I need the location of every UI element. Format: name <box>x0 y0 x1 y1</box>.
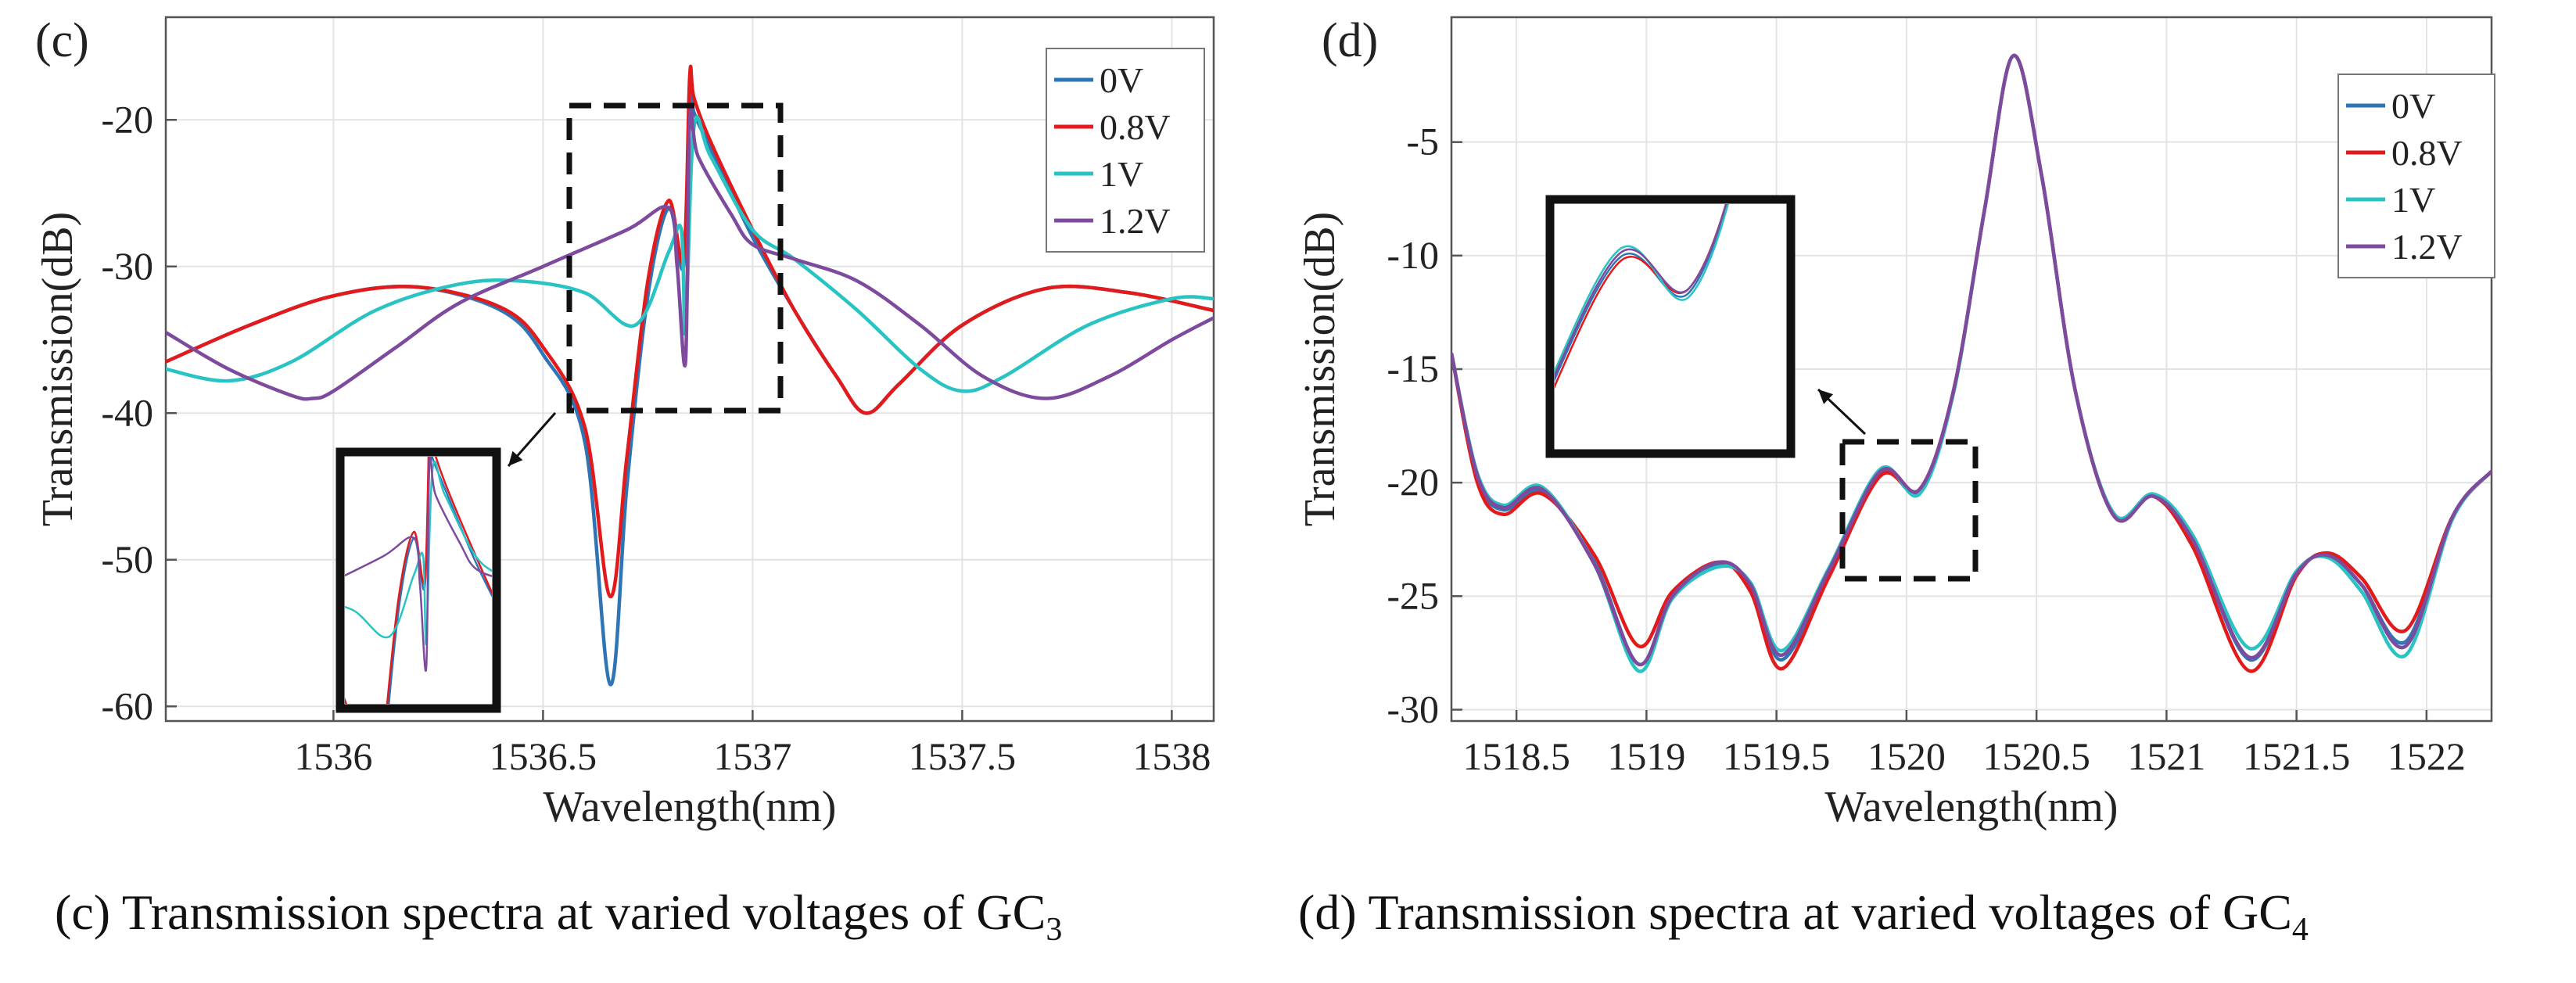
x-tick-label: 1519.5 <box>1723 734 1831 778</box>
legend: 0V 0.8V 1V 1.2V <box>2337 74 2495 278</box>
series-group <box>166 65 1214 687</box>
x-tick-label: 1521 <box>2127 734 2205 778</box>
zoom-arrow-head <box>1818 389 1834 404</box>
caption-d-text: (d) Transmission spectra at varied volta… <box>1298 884 2292 940</box>
legend-label: 0.8V <box>2391 133 2463 173</box>
x-axis-title: Wavelength(nm) <box>1825 783 2119 831</box>
x-tick-label: 1537.5 <box>909 734 1017 778</box>
legend-label: 0V <box>1100 60 1143 100</box>
series-line-1-2v <box>1451 54 2492 666</box>
x-tick-label: 1519 <box>1607 734 1685 778</box>
y-tick-label: -20 <box>1387 460 1439 504</box>
x-axis-title: Wavelength(nm) <box>544 783 837 831</box>
x-tick-label: 1518.5 <box>1462 734 1570 778</box>
y-tick-label: -5 <box>1406 120 1439 163</box>
series-group <box>1451 54 2492 673</box>
y-tick-label: -30 <box>1387 687 1439 730</box>
zoom-region-box <box>566 102 784 414</box>
caption-d-subscript: 4 <box>2291 911 2309 948</box>
y-tick-label: -60 <box>101 683 153 727</box>
y-tick-label: -10 <box>1387 233 1439 277</box>
legend-box <box>1046 48 1205 253</box>
caption-c-text: (c) Transmission spectra at varied volta… <box>55 884 1046 940</box>
legend-label: 1.2V <box>1100 201 1171 241</box>
inset-line-1-2v <box>345 457 492 672</box>
x-tick-label: 1536.5 <box>490 734 597 778</box>
x-tick-label: 1520.5 <box>1982 734 2090 778</box>
x-tick-label: 1537 <box>713 734 791 778</box>
panel-label-c: (c) <box>35 14 89 67</box>
legend: 0V 0.8V 1V 1.2V <box>1046 48 1205 253</box>
inset-frame <box>335 447 501 713</box>
caption-d: (d) Transmission spectra at varied volta… <box>1298 884 2309 949</box>
y-tick-label: -25 <box>1387 573 1439 617</box>
legend-box <box>2337 74 2495 278</box>
y-tick-label: -20 <box>101 97 153 141</box>
caption-c-subscript: 3 <box>1046 911 1063 948</box>
legend-label: 1V <box>2391 180 2435 220</box>
y-axis-title: Transmission(dB) <box>34 212 82 526</box>
y-tick-label: -50 <box>101 537 153 581</box>
y-axis-title: Transmission(dB) <box>1296 212 1344 526</box>
zoom-region-box <box>1839 439 1979 582</box>
series-line-1-2v <box>166 107 1214 401</box>
x-tick-label: 1521.5 <box>2243 734 2351 778</box>
legend-label: 0V <box>2391 86 2435 126</box>
x-tick-label: 1520 <box>1867 734 1946 778</box>
y-tick-label: -15 <box>1387 346 1439 390</box>
inset-series-group <box>345 457 492 704</box>
y-tick-label: -30 <box>101 244 153 288</box>
caption-c: (c) Transmission spectra at varied volta… <box>55 884 1062 949</box>
inset-frame <box>1545 195 1796 458</box>
y-tick-label: -40 <box>101 390 153 434</box>
zoom-arrow-head <box>508 450 523 466</box>
inset-line-0v <box>387 457 492 704</box>
legend-label: 1V <box>1100 154 1143 194</box>
x-tick-label: 1538 <box>1132 734 1211 778</box>
chart-panel-c: (c) 1536 1536.5 1537 1537.5 1538 -60 -50 -40 -30 -… <box>34 14 1215 831</box>
legend-label: 0.8V <box>1100 107 1171 147</box>
panel-label-d: (d) <box>1322 14 1378 67</box>
legend-label: 1.2V <box>2391 227 2463 267</box>
x-tick-label: 1536 <box>294 734 372 778</box>
x-tick-label: 1522 <box>2388 734 2466 778</box>
chart-panel-d: (d) 1518.5 1519 1519.5 1520 1520.5 1521 1521.5 1… <box>1296 14 2495 831</box>
